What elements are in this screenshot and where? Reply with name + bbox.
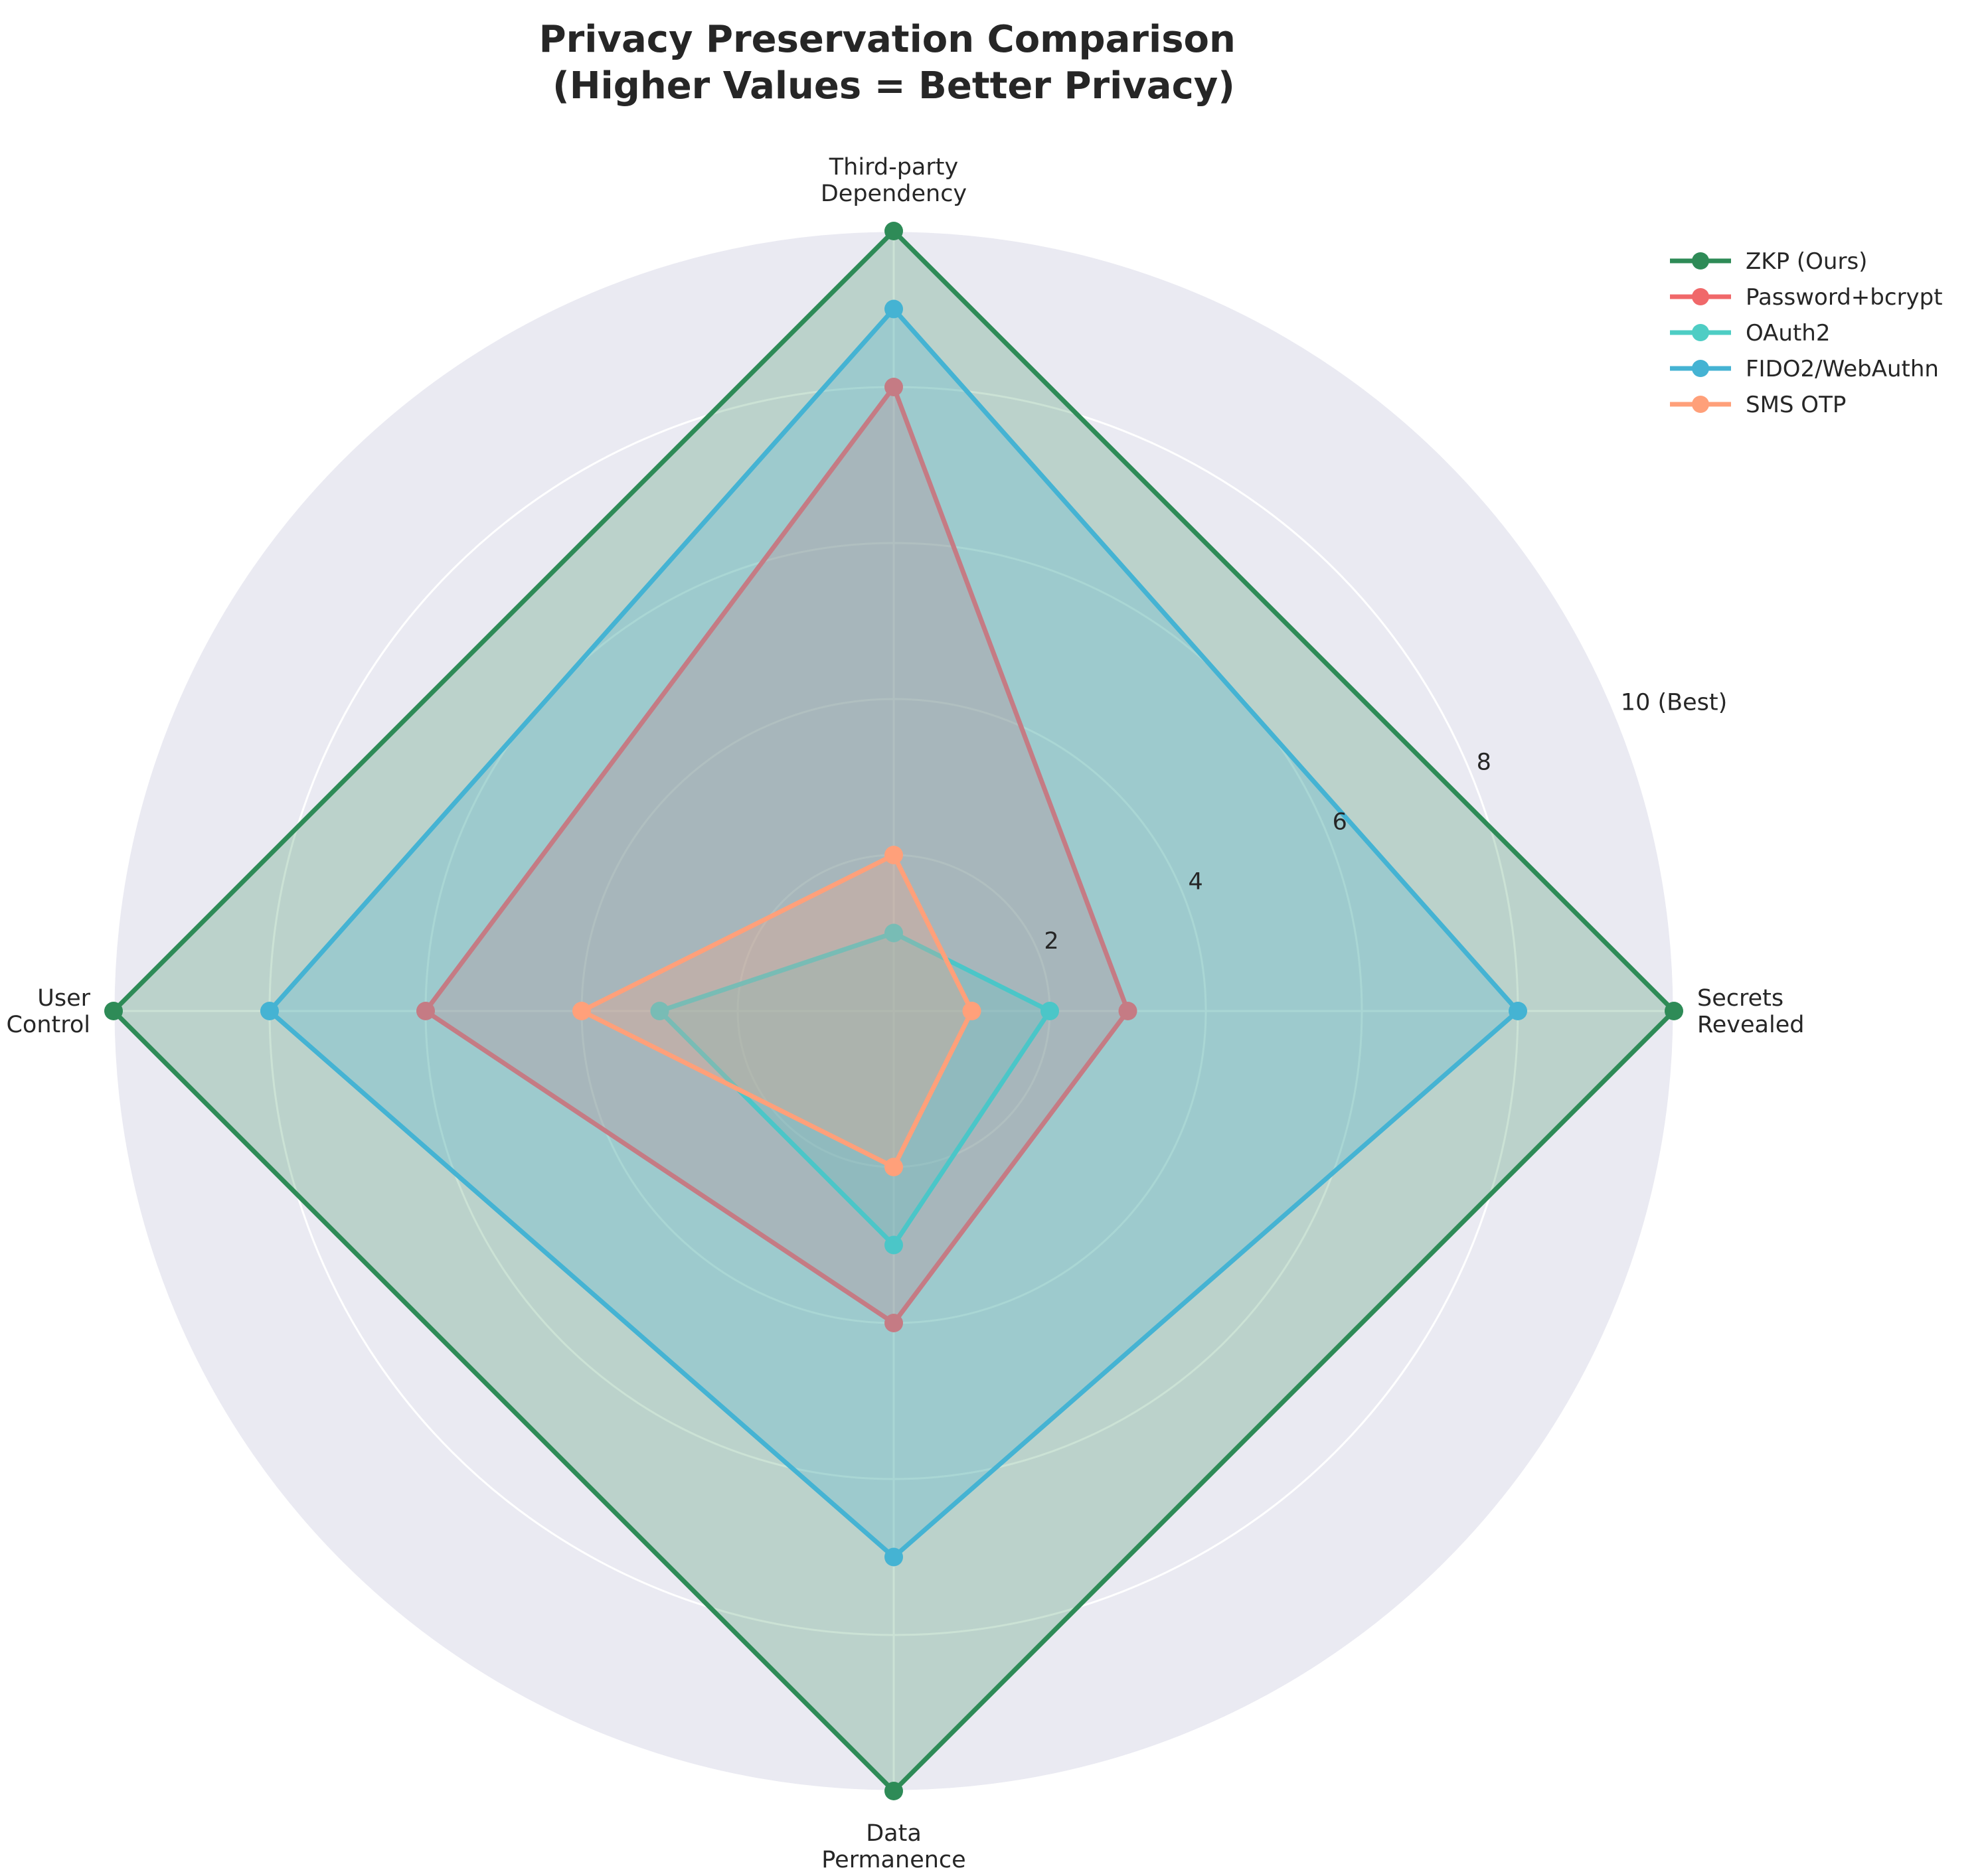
series-sms-otp	[572, 846, 981, 1176]
legend-marker	[1692, 396, 1709, 413]
data-point-password-bcrypt	[416, 1002, 435, 1020]
legend-item-fido2-webauthn: FIDO2/WebAuthn	[1670, 356, 1939, 382]
series-fido2-webauthn	[260, 299, 1527, 1567]
radial-tick-label: 2	[1044, 928, 1058, 955]
radial-tick-label: 4	[1188, 868, 1202, 895]
series-password-bcrypt	[416, 378, 1137, 1332]
legend-label: Password+bcrypt	[1746, 284, 1943, 311]
series-group	[104, 222, 1683, 1800]
legend: ZKP (Ours) Password+bcrypt OAuth2 FIDO2/Web…	[1670, 248, 1943, 418]
axis-label-line: Dependency	[821, 181, 967, 207]
data-point-sms-otp	[572, 1002, 591, 1020]
data-point-zkp-ours	[884, 222, 903, 240]
legend-item-sms-otp: SMS OTP	[1670, 392, 1846, 418]
data-point-zkp-ours	[104, 1002, 123, 1020]
data-point-oauth2	[884, 923, 903, 943]
axis-label-user-control: User Control	[6, 985, 90, 1038]
series-area-oauth2	[659, 933, 1050, 1245]
axis-label-third-party-dependency: Third-party Dependency	[821, 154, 967, 207]
axis-label-line: Third-party	[829, 154, 958, 181]
axis-label-line: Permanence	[821, 1847, 965, 1873]
axis-label-line: Control	[6, 1012, 90, 1038]
axis-label-line: User	[37, 985, 90, 1012]
data-point-fido2-webauthn	[1509, 1002, 1527, 1020]
data-point-password-bcrypt	[884, 378, 903, 396]
legend-item-password-bcrypt: Password+bcrypt	[1670, 284, 1943, 311]
series-zkp-ours	[104, 222, 1683, 1800]
data-point-password-bcrypt	[884, 1314, 903, 1332]
radial-tick-labels: 2 4 6 8 10 (Best)	[1044, 690, 1727, 955]
series-area-fido2-webauthn	[270, 309, 1518, 1557]
data-point-oauth2	[650, 1002, 669, 1020]
legend-item-oauth2: OAuth2	[1670, 320, 1830, 347]
legend-label: SMS OTP	[1746, 392, 1846, 418]
data-point-fido2-webauthn	[260, 1002, 279, 1020]
radial-tick-label: 10 (Best)	[1621, 690, 1727, 716]
legend-marker	[1692, 252, 1709, 270]
chart-title-line-2: (Higher Values = Better Privacy)	[552, 64, 1235, 108]
legend-marker	[1692, 360, 1709, 377]
chart-title: Privacy Preservation Comparison (Higher …	[539, 18, 1249, 108]
series-area-password-bcrypt	[426, 387, 1128, 1323]
data-point-password-bcrypt	[1118, 1002, 1137, 1020]
axis-label-data-permanence: Data Permanence	[821, 1820, 965, 1873]
data-point-sms-otp	[884, 1158, 903, 1176]
legend-item-zkp-ours: ZKP (Ours)	[1670, 248, 1867, 275]
legend-marker	[1692, 288, 1709, 305]
legend-marker	[1692, 324, 1709, 341]
data-point-oauth2	[1040, 1002, 1059, 1020]
data-point-oauth2	[884, 1235, 903, 1255]
axis-label-secrets-revealed: Secrets Revealed	[1697, 985, 1804, 1038]
data-point-fido2-webauthn	[884, 299, 903, 319]
legend-label: ZKP (Ours)	[1746, 248, 1867, 275]
axis-label-line: Data	[866, 1820, 922, 1847]
radial-tick-label: 6	[1333, 809, 1347, 835]
data-point-zkp-ours	[1665, 1002, 1683, 1020]
chart-title-line-1: Privacy Preservation Comparison	[539, 18, 1236, 61]
series-area-sms-otp	[582, 855, 972, 1167]
data-point-fido2-webauthn	[884, 1547, 903, 1567]
data-point-sms-otp	[884, 846, 903, 864]
radial-tick-label: 8	[1477, 749, 1491, 775]
axis-label-line: Secrets	[1697, 985, 1783, 1012]
axis-label-line: Revealed	[1697, 1012, 1804, 1038]
data-point-sms-otp	[962, 1002, 981, 1020]
axis-labels: Secrets Revealed Third-party Dependency User…	[6, 154, 1804, 1873]
legend-label: FIDO2/WebAuthn	[1746, 356, 1939, 382]
legend-label: OAuth2	[1746, 320, 1830, 347]
data-point-zkp-ours	[884, 1782, 903, 1800]
